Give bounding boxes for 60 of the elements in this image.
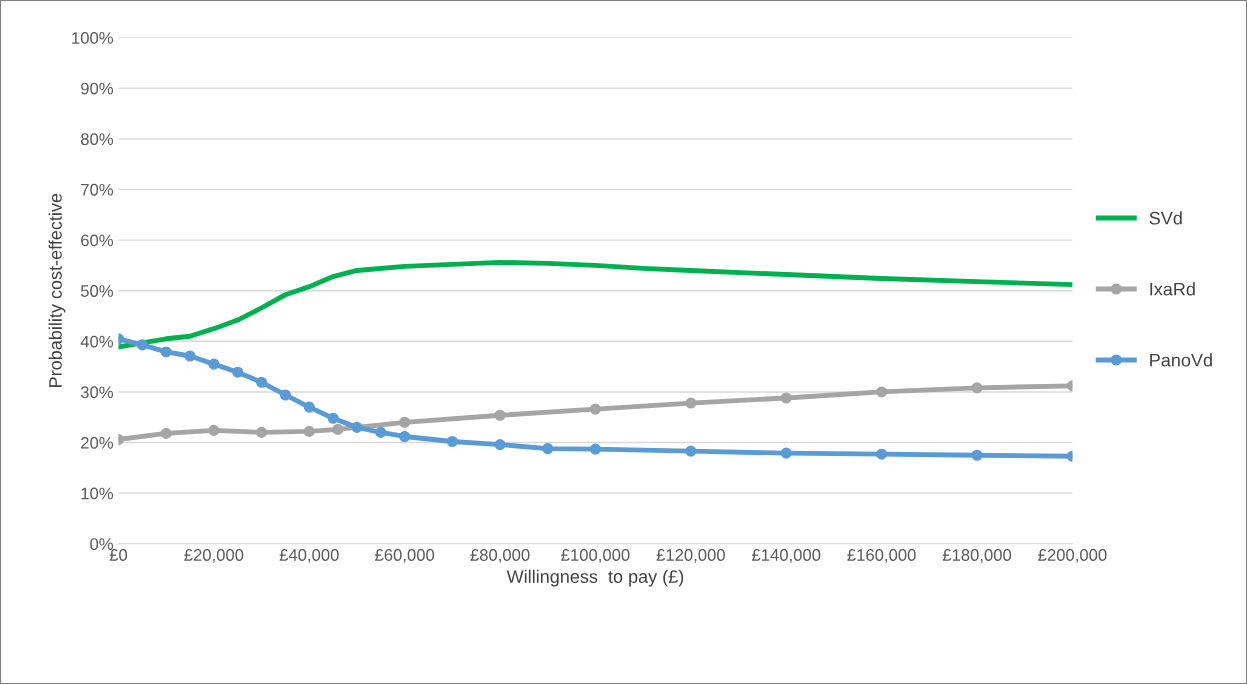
x-tick-label: £60,000: [375, 549, 435, 563]
point: [780, 392, 792, 404]
point: [232, 366, 244, 378]
point: [494, 409, 506, 421]
point: [208, 424, 220, 436]
x-tick-label: £20,000: [184, 549, 244, 563]
x-tick-label: £160,000: [847, 549, 916, 563]
y-tick-label: 70%: [81, 183, 114, 196]
point: [685, 445, 697, 457]
point: [375, 426, 387, 438]
x-tick-label: £180,000: [942, 549, 1012, 563]
x-tick-label: £80,000: [470, 549, 530, 563]
x-tick-label: £120,000: [656, 549, 725, 563]
point: [303, 401, 315, 413]
point: [279, 389, 291, 401]
y-tick-label: 40%: [80, 335, 114, 348]
point: [685, 397, 697, 409]
point: [446, 435, 458, 448]
point: [208, 358, 220, 370]
legend-label: IxaRd: [1150, 282, 1195, 296]
y-tick-label: 0%: [90, 538, 114, 550]
x-tick-label: £200,000: [1038, 549, 1107, 563]
x-tick-label: £0: [109, 549, 128, 561]
y-tick-label: 30%: [80, 386, 114, 399]
legend-label: PanoVd: [1150, 353, 1212, 367]
point: [876, 386, 888, 398]
x-tick-label: £100,000: [561, 549, 630, 563]
point: [256, 376, 268, 388]
point: [327, 412, 339, 424]
y-tick-label: 100%: [72, 32, 114, 44]
point: [351, 421, 363, 433]
point: [780, 447, 792, 459]
point: [256, 426, 268, 438]
legend-label: SVd: [1149, 211, 1182, 225]
point: [971, 449, 983, 461]
x-tick-label: £140,000: [751, 549, 821, 563]
x-tick-label: £40,000: [279, 549, 339, 563]
point: [971, 382, 983, 394]
point: [589, 403, 601, 415]
point: [542, 443, 554, 455]
x-axis-title: Willingness to pay (£): [506, 569, 684, 587]
point: [160, 427, 172, 439]
y-tick-label: 20%: [81, 436, 114, 449]
point: [136, 339, 148, 351]
line-series: [118, 259, 1073, 350]
y-tick-label: 60%: [81, 234, 114, 247]
point: [184, 350, 196, 362]
point: [876, 448, 888, 460]
y-tick-label: 80%: [80, 133, 114, 146]
point: [399, 430, 411, 443]
y-tick-label: 50%: [80, 285, 114, 297]
y-axis-title: Probability cost-effective: [48, 193, 66, 387]
point: [332, 423, 344, 435]
y-tick-label: 90%: [81, 82, 114, 95]
point: [589, 443, 601, 455]
y-tick-label: 10%: [81, 487, 114, 500]
point: [160, 346, 172, 358]
point: [399, 416, 411, 428]
point: [303, 425, 315, 437]
point: [494, 439, 506, 451]
